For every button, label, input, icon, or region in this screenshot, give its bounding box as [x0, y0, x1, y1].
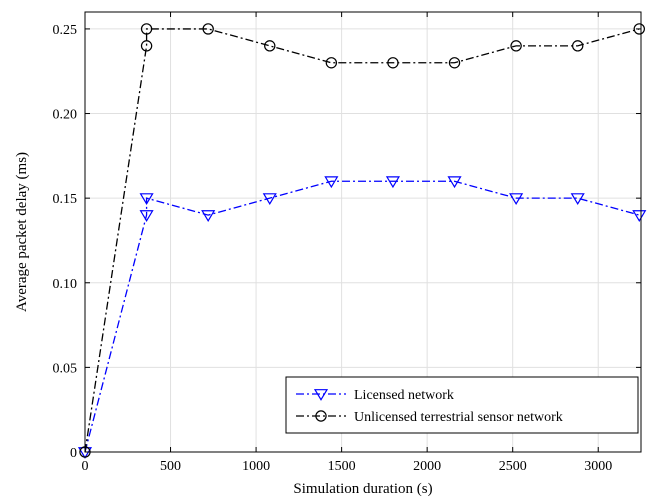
data-point	[510, 40, 522, 52]
legend-entry: Licensed network	[296, 388, 454, 403]
data-point	[139, 210, 154, 222]
x-tick-label: 2500	[499, 459, 527, 474]
data-point	[572, 40, 584, 52]
data-point	[387, 57, 399, 69]
legend-box	[285, 376, 639, 434]
series-layer	[77, 23, 647, 459]
x-tick-label: 2000	[413, 459, 441, 474]
data-point	[509, 193, 524, 206]
y-tick-label: 0	[70, 446, 77, 461]
y-tick-label: 0.15	[53, 192, 78, 207]
x-tick-label: 1500	[328, 459, 356, 474]
y-tick-label: 0.05	[53, 361, 78, 376]
legend-marker	[315, 410, 327, 422]
data-point	[632, 210, 647, 222]
legend: Licensed network Unlicensed terrestrial s…	[285, 376, 639, 434]
x-tick-label: 3000	[584, 459, 612, 474]
legend-entry: Unlicensed terrestrial sensor network	[296, 410, 563, 425]
ticks: 0 500 1000 1500 2000 2500 3000 0 0.05 0.10 0.15 0.2…	[53, 12, 641, 474]
data-point	[324, 176, 339, 189]
x-axis-label: Simulation duration (s)	[293, 481, 432, 497]
y-tick-label: 0.10	[53, 277, 78, 292]
series-1	[77, 176, 647, 459]
y-tick-label: 0.20	[53, 108, 78, 123]
plot-frame	[84, 11, 642, 453]
data-point	[139, 193, 154, 206]
data-point	[448, 57, 461, 69]
data-point	[140, 40, 153, 52]
data-point	[447, 176, 462, 189]
data-point	[325, 57, 338, 69]
data-point	[201, 210, 216, 222]
data-point	[570, 193, 585, 206]
legend-label: Unlicensed terrestrial sensor network	[354, 410, 563, 425]
x-tick-label: 0	[82, 459, 89, 474]
y-tick-label: 0.25	[53, 23, 78, 38]
x-tick-label: 1000	[242, 459, 270, 474]
y-axis-label: Average packet delay (ms)	[14, 152, 30, 312]
legend-items: Licensed network Unlicensed terrestrial s…	[296, 388, 563, 425]
legend-marker	[313, 389, 329, 401]
data-point	[202, 23, 214, 35]
data-point	[633, 23, 645, 35]
x-tick-label: 500	[160, 459, 181, 474]
data-point	[262, 193, 277, 206]
data-point	[385, 176, 400, 189]
legend-label: Licensed network	[354, 388, 454, 403]
data-point	[140, 23, 153, 35]
data-point	[264, 40, 276, 52]
grid	[84, 12, 641, 453]
